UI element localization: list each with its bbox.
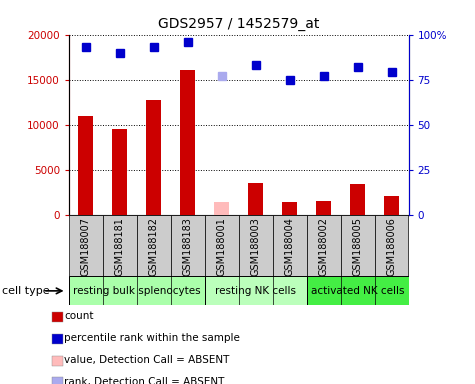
Text: rank, Detection Call = ABSENT: rank, Detection Call = ABSENT	[64, 377, 225, 384]
Bar	[205, 215, 238, 276]
Bar	[307, 276, 408, 305]
Bar	[248, 184, 263, 215]
Text: GSM188007: GSM188007	[81, 217, 91, 276]
Text: cell type: cell type	[2, 286, 50, 296]
Text: activated NK cells: activated NK cells	[311, 286, 404, 296]
Bar	[69, 215, 103, 276]
Bar	[180, 70, 195, 215]
Text: value, Detection Call = ABSENT: value, Detection Call = ABSENT	[64, 355, 229, 365]
Bar	[316, 200, 331, 215]
Bar	[78, 116, 94, 215]
Bar	[384, 196, 399, 215]
Text: resting NK cells: resting NK cells	[215, 286, 296, 296]
Text: GSM188182: GSM188182	[149, 217, 159, 276]
Text: GSM188183: GSM188183	[183, 217, 193, 276]
Text: GSM188002: GSM188002	[319, 217, 329, 276]
Bar	[341, 215, 374, 276]
Bar	[137, 215, 171, 276]
Bar	[103, 215, 137, 276]
Text: percentile rank within the sample: percentile rank within the sample	[64, 333, 240, 343]
Bar	[146, 99, 162, 215]
Bar	[374, 215, 408, 276]
Bar	[238, 215, 273, 276]
Bar	[69, 276, 205, 305]
Text: count: count	[64, 311, 94, 321]
Text: GSM188181: GSM188181	[115, 217, 125, 276]
Text: GSM188001: GSM188001	[217, 217, 227, 276]
Text: resting bulk splenocytes: resting bulk splenocytes	[73, 286, 200, 296]
Bar	[205, 276, 306, 305]
Text: GSM188005: GSM188005	[352, 217, 362, 276]
Text: GSM188006: GSM188006	[387, 217, 397, 276]
Bar	[282, 202, 297, 215]
Title: GDS2957 / 1452579_at: GDS2957 / 1452579_at	[158, 17, 319, 31]
Bar	[307, 215, 341, 276]
Bar	[214, 202, 229, 215]
Bar	[273, 215, 306, 276]
Bar	[350, 184, 365, 215]
Text: GSM188003: GSM188003	[251, 217, 261, 276]
Bar	[112, 129, 127, 215]
Text: GSM188004: GSM188004	[285, 217, 294, 276]
Bar	[171, 215, 205, 276]
